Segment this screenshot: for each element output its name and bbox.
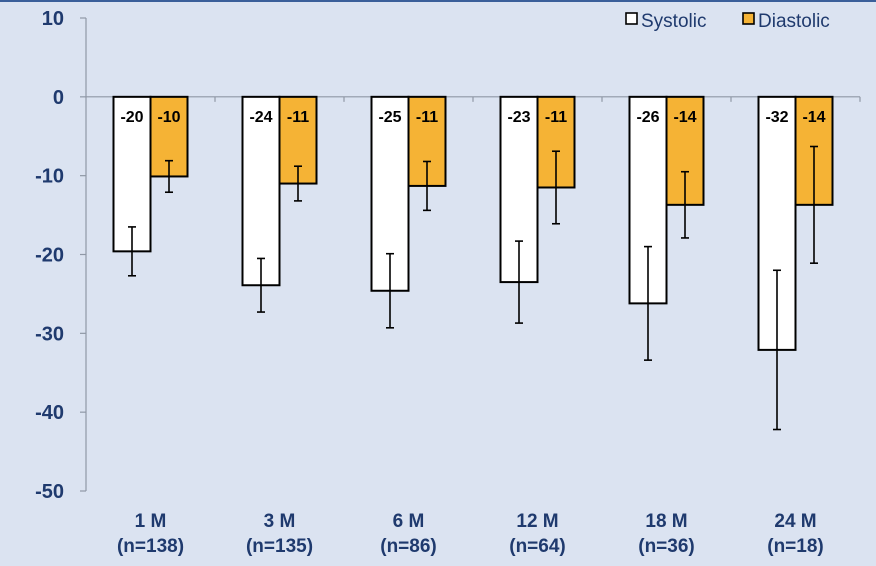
y-tick-label: -50 [35,481,64,503]
y-tick-label: -10 [35,166,64,188]
data-label: -26 [636,109,659,126]
data-label: -11 [287,109,309,126]
x-tick-sublabel: (n=86) [380,536,437,557]
x-tick-sublabel: (n=18) [767,536,824,557]
y-tick-label: 0 [53,87,64,109]
data-label: -14 [673,109,696,126]
x-tick-sublabel: (n=138) [117,536,184,557]
x-tick-label: 24 M [774,511,816,532]
legend-label: Diastolic [758,11,830,32]
x-tick-label: 6 M [393,511,425,532]
y-tick-label: -30 [35,323,64,345]
axes: 10 0 -10 -20 -30 -40 -50 1 M (n=138) 3 M (n=135) 6 … [35,8,861,557]
systolic-bar [112,95,152,253]
data-label: -14 [802,109,825,126]
data-label: -32 [765,109,788,126]
data-label: -20 [120,109,143,126]
x-tick-sublabel: (n=36) [638,536,695,557]
legend-swatch [742,12,755,25]
data-label: -11 [545,109,567,126]
x-tick-sublabel: (n=64) [509,536,566,557]
data-label: -25 [378,109,401,126]
data-labels: -20 -10 -24 -11 -25 -11 -23 -11 -26 -14 -32 -14 [120,109,825,126]
data-label: -11 [416,109,438,126]
x-tick-label: 3 M [264,511,296,532]
data-label: -10 [157,109,180,126]
bars [112,95,834,431]
legend-swatch [625,12,638,25]
x-tick-label: 1 M [135,511,167,532]
legend-label: Systolic [641,11,706,32]
legend: Systolic Diastolic [625,11,830,32]
data-label: -24 [249,109,272,126]
x-tick-sublabel: (n=135) [246,536,313,557]
data-label: -23 [507,109,530,126]
y-tick-label: 10 [42,8,64,30]
x-tick-label: 18 M [645,511,687,532]
x-tick-label: 12 M [516,511,558,532]
systolic-bar [241,95,281,287]
y-tick-label: -40 [35,402,64,424]
y-tick-label: -20 [35,245,64,267]
